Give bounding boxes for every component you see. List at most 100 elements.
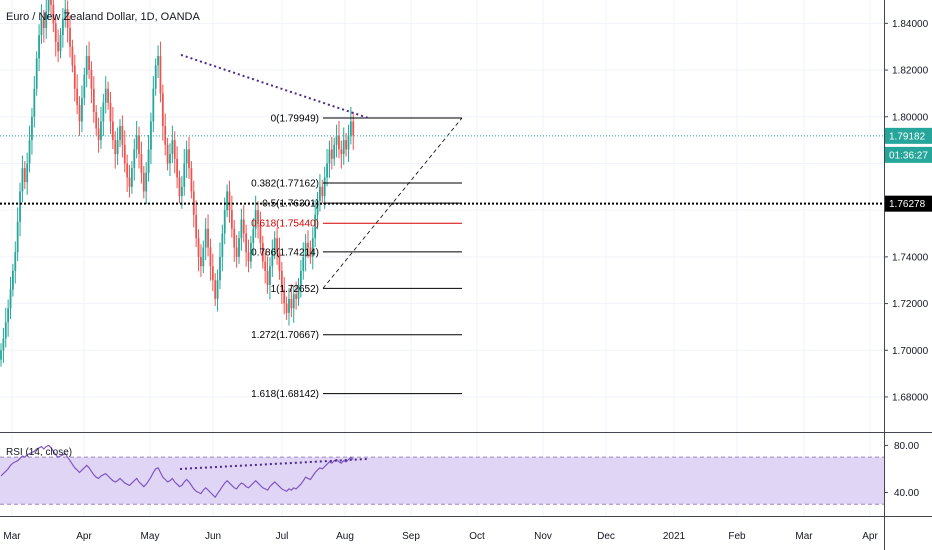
candle	[280, 270, 283, 290]
candle	[207, 228, 209, 248]
fib-level-label: 0.5(1.76301)	[262, 199, 319, 210]
candle	[340, 149, 343, 155]
candle	[283, 289, 286, 304]
candle	[276, 238, 278, 253]
candle	[228, 191, 231, 211]
candle	[35, 58, 38, 89]
price-tick-label: 1.68000	[892, 392, 929, 403]
candle	[47, 0, 50, 12]
fib-level-label: 0(1.79949)	[271, 113, 319, 124]
time-tick-label: Jul	[276, 531, 289, 542]
candle	[166, 144, 169, 164]
candle	[154, 65, 157, 89]
candle	[7, 308, 10, 323]
price-tick-label: 1.74000	[892, 252, 929, 263]
candle	[100, 121, 102, 141]
candle	[202, 247, 205, 267]
candle	[264, 261, 267, 271]
candle	[21, 168, 24, 192]
price-tag	[885, 127, 932, 144]
candle	[328, 149, 331, 164]
candle	[238, 238, 240, 257]
candle	[116, 140, 119, 155]
candle	[102, 102, 105, 122]
candle	[145, 172, 148, 192]
price-tick-label: 1.80000	[892, 112, 929, 123]
candle	[73, 65, 76, 89]
candle	[335, 135, 338, 145]
candle	[138, 135, 140, 155]
rsi-line	[0, 444, 354, 499]
candle	[211, 266, 214, 281]
fib-level-label: 1.618(1.68142)	[251, 389, 319, 400]
candle	[119, 126, 121, 141]
candle	[297, 284, 300, 299]
candle	[242, 219, 245, 234]
candle	[45, 11, 48, 29]
candle	[326, 163, 328, 178]
candle	[176, 158, 179, 178]
candle	[252, 228, 255, 243]
candle	[140, 154, 143, 173]
candle	[245, 233, 248, 253]
candle	[97, 128, 100, 141]
candle	[185, 149, 188, 164]
candle	[169, 154, 171, 164]
rsi-divergence-line	[179, 457, 369, 470]
candle	[69, 28, 71, 47]
candle	[338, 135, 340, 150]
candle	[261, 242, 264, 262]
price-tick-label: 1.70000	[892, 346, 929, 357]
candle	[188, 149, 190, 169]
fib-level-label: 1.272(1.70667)	[251, 330, 319, 341]
candle	[28, 140, 31, 164]
candle	[314, 214, 317, 239]
candle	[66, 9, 69, 29]
candle	[142, 172, 145, 192]
candle	[157, 56, 159, 66]
candle	[111, 121, 114, 141]
price-tick-label: 1.72000	[892, 299, 929, 310]
rsi-tick-label: 40.00	[894, 488, 919, 499]
candle	[23, 168, 26, 183]
overlays	[0, 53, 884, 205]
time-tick-label: Dec	[597, 531, 615, 542]
candle	[197, 238, 200, 257]
candle	[233, 228, 236, 248]
candle	[295, 294, 298, 299]
candle	[200, 256, 202, 267]
horizontal-line-tag	[885, 195, 932, 212]
candle	[240, 219, 243, 239]
candle	[59, 35, 62, 52]
candle	[38, 35, 40, 59]
fibonacci-extension[interactable]: 0(1.79949) 0.382(1.77162) 0.5(1.76301) 0.61…	[251, 113, 463, 400]
candle	[288, 298, 290, 313]
candle	[16, 221, 19, 253]
candle	[52, 4, 55, 24]
candle	[219, 256, 221, 281]
time-tick-label: Feb	[728, 531, 746, 542]
candle	[330, 149, 333, 159]
fib-level-label: 0.786(1.74214)	[251, 247, 319, 258]
price-tick-label: 1.84000	[892, 19, 929, 30]
candle	[26, 163, 29, 183]
candle	[121, 126, 124, 145]
candle	[123, 144, 126, 164]
candle	[9, 289, 12, 309]
fib-level-label: 0.382(1.77162)	[251, 179, 319, 190]
candle	[128, 177, 131, 187]
candle	[135, 135, 138, 150]
rsi-tick-label: 80.00	[894, 441, 919, 452]
candle	[90, 70, 93, 89]
candle	[352, 121, 355, 136]
candle	[226, 191, 228, 211]
candles	[0, 0, 355, 367]
rsi-label: RSI (14, close)	[6, 447, 72, 458]
time-tick-label: Aug	[336, 531, 354, 542]
candle	[76, 88, 79, 106]
candle	[0, 350, 2, 360]
candle	[290, 298, 293, 309]
candle	[54, 23, 57, 43]
